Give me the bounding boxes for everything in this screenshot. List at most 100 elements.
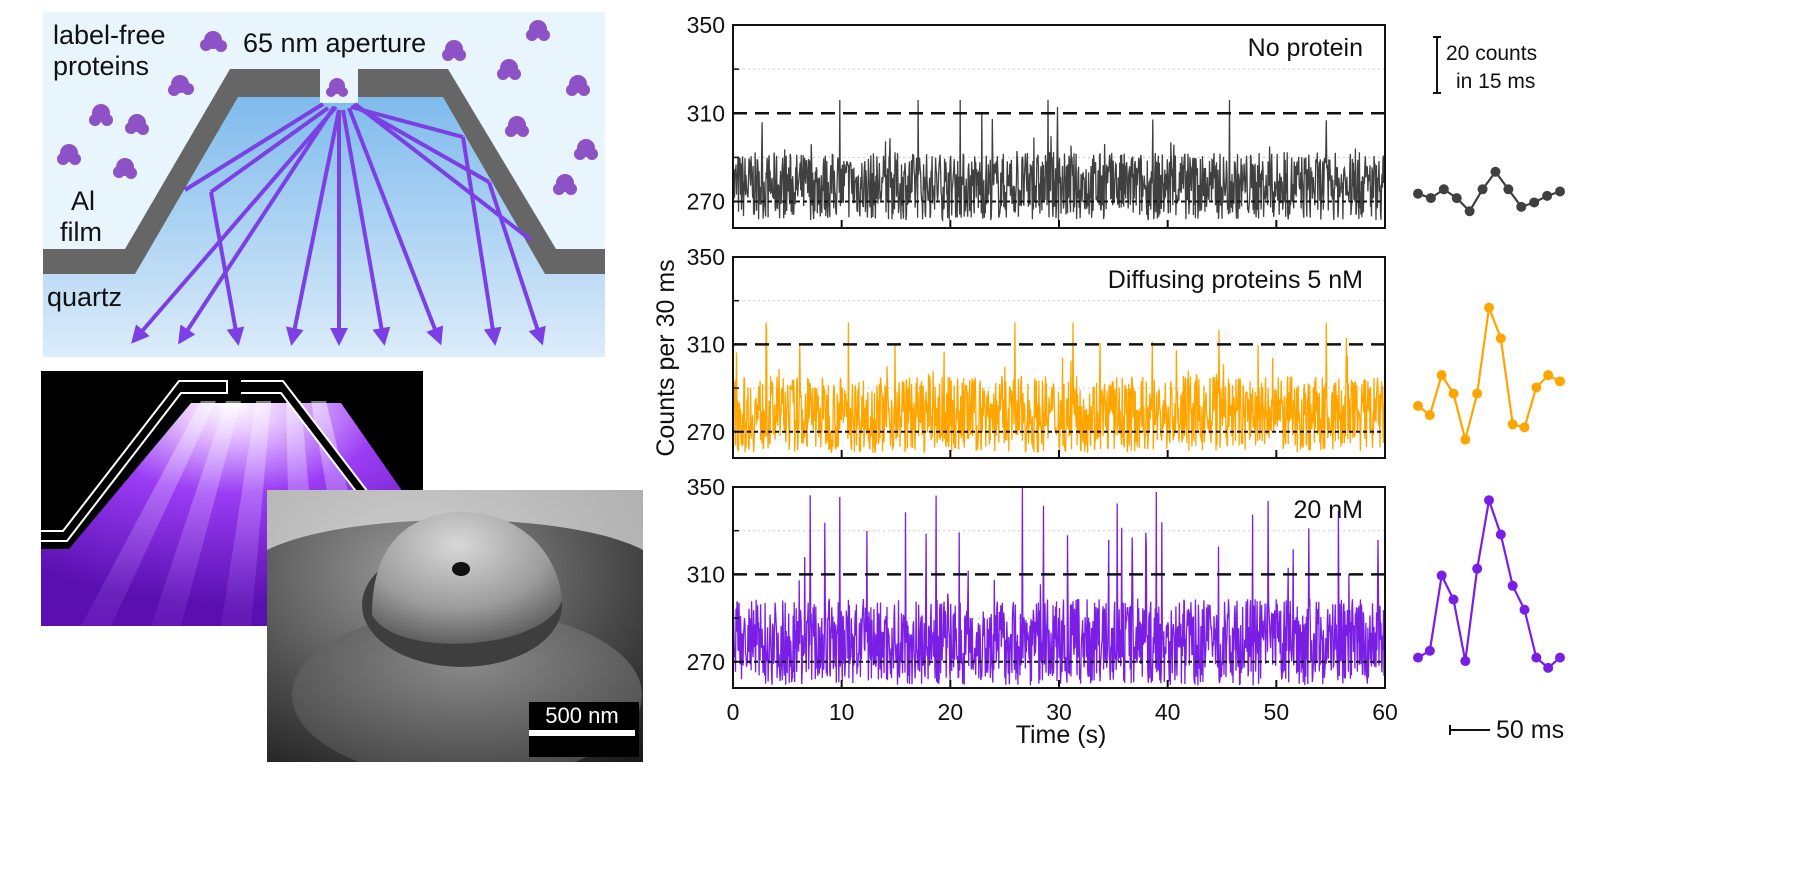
inset-point [1413, 400, 1423, 411]
sem-image: 500 nm [267, 490, 643, 762]
protein-icon [125, 114, 149, 135]
inset-point [1490, 166, 1501, 177]
inset-point [1555, 376, 1565, 387]
inset-point [1519, 604, 1530, 615]
trace-title: Diffusing proteins 5 nM [1108, 266, 1363, 294]
protein-icon [526, 20, 550, 41]
inset-point [1448, 388, 1459, 399]
inset-point [1413, 188, 1423, 199]
x-axis-label: Time (s) [1016, 721, 1107, 749]
trace-line [732, 322, 1386, 454]
count-scale-label: 20 counts [1446, 42, 1537, 65]
inset-point [1464, 206, 1475, 217]
x-tick-label: 0 [727, 699, 740, 725]
al-film-label: Al [71, 186, 95, 216]
inset-line [1417, 499, 1561, 670]
inset-point [1413, 652, 1423, 663]
inset-point [1472, 563, 1483, 574]
time-scale-label: 50 ms [1496, 716, 1564, 744]
inset-point [1516, 201, 1527, 212]
protein-icon [442, 40, 466, 61]
inset-line [1417, 169, 1561, 213]
inset-point [1507, 419, 1518, 430]
inset-point [1460, 434, 1471, 445]
inset-point [1542, 190, 1553, 201]
inset-point [1477, 184, 1488, 195]
protein-icon [574, 139, 598, 160]
inset-point [1555, 186, 1565, 197]
y-axis-label: Counts per 30 ms [652, 259, 680, 456]
protein-molecules [57, 20, 598, 195]
aluminum-film-right [358, 69, 605, 274]
inset-point [1531, 382, 1542, 393]
trace-line [732, 99, 1386, 223]
inset-point [1519, 422, 1530, 433]
y-tick-label: 350 [687, 244, 725, 270]
trace-panel-1: 270 310 350 Diffusing proteins 5 nM [687, 244, 1386, 459]
y-tick-label: 270 [687, 189, 725, 215]
y-tick-label: 270 [687, 649, 725, 675]
inset-point [1460, 656, 1471, 667]
x-tick-label: 20 [938, 699, 964, 725]
inset-2 [1413, 495, 1565, 673]
protein-icon [553, 174, 577, 195]
protein-icon [113, 158, 137, 179]
protein-icon [566, 75, 590, 96]
trace-panel-2: 270 310 350 20 nM 0 10 20 30 40 50 60 [687, 474, 1398, 725]
x-tick-label: 60 [1372, 699, 1398, 725]
burst-insets: 20 counts in 15 ms 50 ms [1413, 36, 1565, 744]
protein-icon [326, 78, 348, 97]
label-free-proteins-label-2: proteins [53, 51, 149, 81]
inset-point [1436, 370, 1447, 381]
x-tick-label: 30 [1046, 699, 1072, 725]
inset-point [1503, 184, 1514, 195]
inset-point [1484, 495, 1494, 506]
inset-1 [1413, 302, 1565, 445]
protein-icon [168, 75, 194, 96]
y-tick-label: 310 [687, 331, 725, 357]
y-tick-label: 350 [687, 12, 725, 38]
inset-point [1448, 594, 1459, 605]
inset-point [1507, 580, 1518, 591]
y-tick-label: 310 [687, 561, 725, 587]
protein-icon [200, 31, 227, 52]
label-free-proteins-label: label-free [53, 20, 166, 50]
inset-point [1472, 388, 1483, 399]
x-tick-label: 10 [829, 699, 855, 725]
inset-point [1531, 652, 1542, 663]
inset-point [1424, 410, 1435, 421]
trace-title: 20 nM [1294, 496, 1363, 524]
aperture-schematic: label-free proteins 65 nm aperture Al fi… [43, 12, 605, 357]
inset-point [1425, 193, 1436, 204]
intensity-traces-chart: 270 310 350 No protein 270 310 350 Diffusing pr… [652, 12, 1398, 749]
trace-line [732, 487, 1386, 686]
aperture-label: 65 nm aperture [243, 28, 426, 58]
trace-title: No protein [1248, 34, 1363, 62]
inset-point [1543, 662, 1554, 673]
protein-icon [89, 104, 113, 126]
quartz-substrate [43, 97, 605, 357]
count-scale-label-2: in 15 ms [1456, 70, 1535, 93]
al-film-label-2: film [60, 217, 102, 247]
inset-point [1484, 302, 1494, 313]
inset-point [1438, 184, 1449, 195]
trace-panel-0: 270 310 350 No protein [687, 12, 1386, 229]
sem-scale-label: 500 nm [545, 703, 618, 728]
y-tick-label: 270 [687, 419, 725, 445]
light-rays [131, 102, 546, 346]
protein-icon [57, 144, 81, 165]
scale-bar [529, 730, 635, 736]
inset-0 [1413, 166, 1565, 217]
protein-icon [505, 116, 529, 137]
y-tick-label: 310 [687, 100, 725, 126]
aperture-hole [452, 562, 470, 576]
inset-point [1529, 197, 1540, 208]
inset-point [1436, 570, 1447, 581]
x-tick-label: 50 [1264, 699, 1290, 725]
inset-point [1555, 652, 1565, 663]
inset-point [1451, 193, 1462, 204]
inset-point [1495, 529, 1506, 540]
aluminum-film [43, 69, 320, 274]
y-tick-label: 350 [687, 474, 725, 500]
aperture-opening [320, 97, 358, 103]
